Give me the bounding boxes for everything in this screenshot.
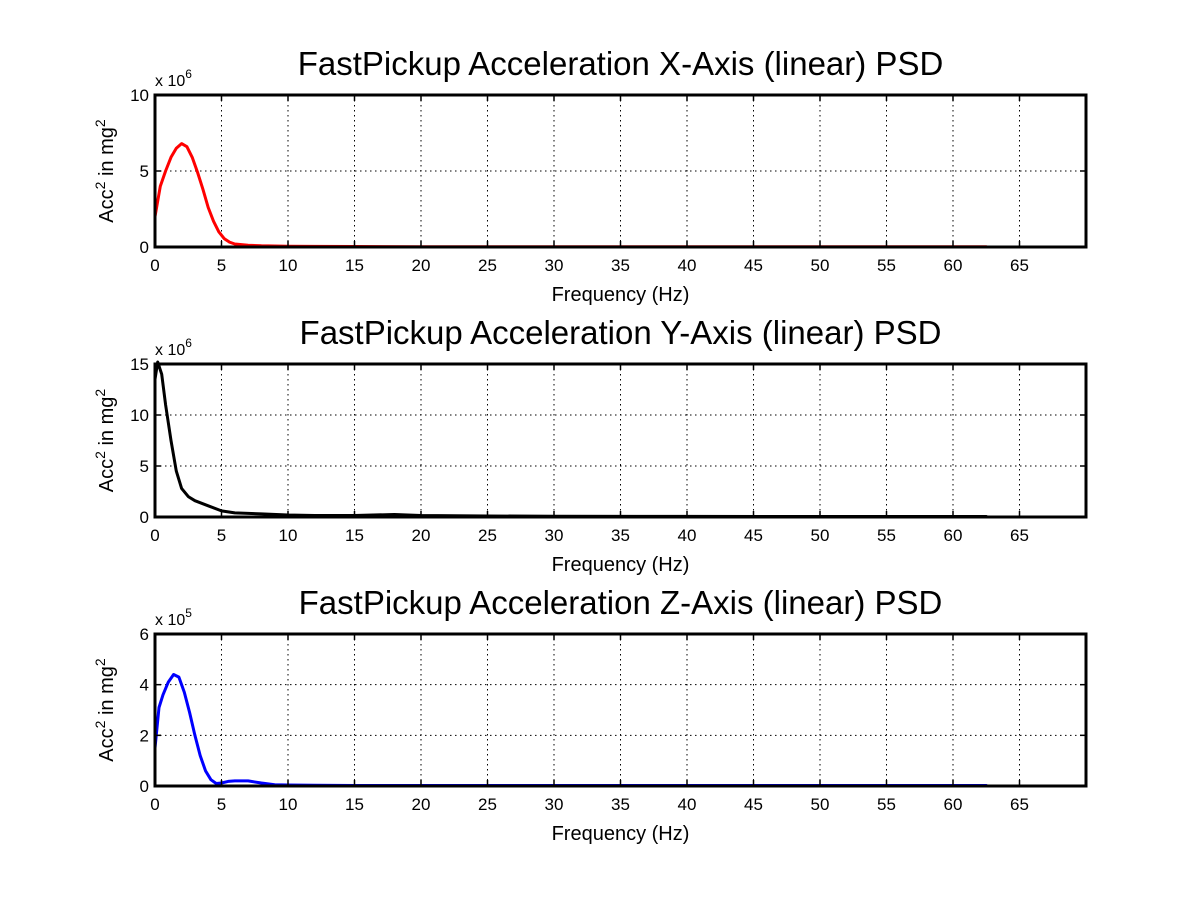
x-tick-label: 0: [150, 526, 159, 545]
x-tick-label: 50: [811, 795, 830, 814]
x-tick-label: 55: [877, 526, 896, 545]
x-tick-label: 65: [1010, 795, 1029, 814]
x-tick-label: 5: [217, 795, 226, 814]
y-tick-label: 6: [140, 625, 149, 644]
y-exponent-label: x 105: [155, 606, 192, 629]
x-tick-label: 15: [345, 256, 364, 275]
x-tick-label: 25: [478, 526, 497, 545]
x-tick-label: 20: [412, 256, 431, 275]
x-tick-label: 15: [345, 795, 364, 814]
y-tick-label: 0: [140, 508, 149, 527]
y-tick-label: 2: [140, 726, 149, 745]
y-tick-label: 5: [140, 457, 149, 476]
y-exponent-label: x 106: [155, 67, 192, 90]
x-tick-label: 20: [412, 526, 431, 545]
x-tick-label: 25: [478, 795, 497, 814]
x-tick-label: 35: [611, 795, 630, 814]
x-tick-label: 30: [545, 256, 564, 275]
x-tick-label: 60: [944, 526, 963, 545]
x-tick-label: 65: [1010, 526, 1029, 545]
chart-x-axis: 0 5 10 15 20 25 30 35 40 45 50 55 60 65 0 5 10 x 106 FastP…: [92, 45, 1088, 306]
x-tick-label: 20: [412, 795, 431, 814]
x-tick-label: 45: [744, 795, 763, 814]
y-axis-label: Acc2 in mg2: [92, 658, 118, 762]
x-tick-label: 10: [279, 526, 298, 545]
x-tick-label: 0: [150, 256, 159, 275]
y-tick-label: 10: [130, 406, 149, 425]
x-tick-label: 10: [279, 256, 298, 275]
y-tick-label: 0: [140, 777, 149, 796]
x-tick-label: 30: [545, 795, 564, 814]
series-line-y-axis: [153, 360, 988, 518]
x-tick-label: 60: [944, 256, 963, 275]
x-tick-label: 30: [545, 526, 564, 545]
chart-y-axis: 0 5 10 15 20 25 30 35 40 45 50 55 60 65 0 5 10 15 x 106 Fas…: [92, 314, 1088, 576]
x-tick-label: 35: [611, 256, 630, 275]
x-tick-label: 55: [877, 795, 896, 814]
x-tick-label: 0: [150, 795, 159, 814]
x-tick-label: 5: [217, 526, 226, 545]
x-tick-label: 45: [744, 526, 763, 545]
x-tick-label: 35: [611, 526, 630, 545]
series-line-x-axis: [153, 142, 988, 249]
x-axis-label: Frequency (Hz): [552, 554, 690, 576]
x-tick-label: 65: [1010, 256, 1029, 275]
x-tick-label: 40: [678, 795, 697, 814]
y-tick-label: 15: [130, 355, 149, 374]
x-tick-label: 45: [744, 256, 763, 275]
y-tick-label: 4: [140, 676, 149, 695]
y-axis-label: Acc2 in mg2: [92, 119, 118, 223]
x-axis-label: Frequency (Hz): [552, 284, 690, 306]
x-tick-label: 50: [811, 526, 830, 545]
x-tick-label: 55: [877, 256, 896, 275]
series-line-z-axis: [153, 673, 988, 787]
chart-z-axis: 0 5 10 15 20 25 30 35 40 45 50 55 60 65 0 2 4 6 x 105 FastP…: [92, 584, 1088, 845]
x-tick-label: 15: [345, 526, 364, 545]
y-axis-label: Acc2 in mg2: [92, 389, 118, 493]
x-axis-label: Frequency (Hz): [552, 823, 690, 845]
y-tick-label: 10: [130, 86, 149, 105]
x-tick-label: 10: [279, 795, 298, 814]
y-exponent-label: x 106: [155, 336, 192, 359]
chart-title: FastPickup Acceleration Y-Axis (linear) …: [300, 314, 942, 351]
x-tick-label: 40: [678, 256, 697, 275]
chart-title: FastPickup Acceleration X-Axis (linear) …: [298, 45, 944, 82]
y-tick-label: 5: [140, 162, 149, 181]
x-tick-label: 40: [678, 526, 697, 545]
chart-title: FastPickup Acceleration Z-Axis (linear) …: [299, 584, 943, 621]
x-tick-label: 50: [811, 256, 830, 275]
x-tick-label: 5: [217, 256, 226, 275]
y-tick-label: 0: [140, 238, 149, 257]
x-tick-label: 60: [944, 795, 963, 814]
x-tick-label: 25: [478, 256, 497, 275]
